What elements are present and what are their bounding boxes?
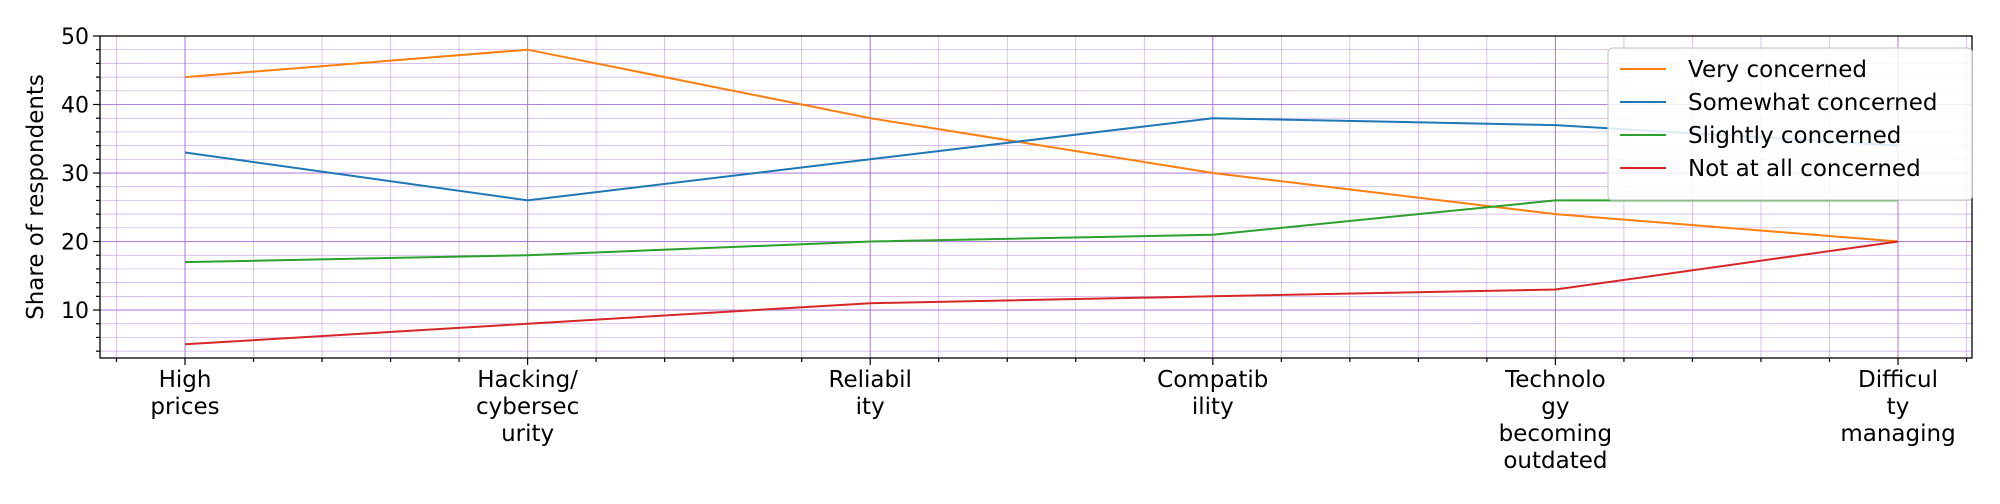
x-tick-label-line: cybersec xyxy=(476,394,579,420)
x-tick-label-line: Reliabil xyxy=(829,367,912,393)
axis-ticks xyxy=(93,35,1968,365)
x-tick-label: Compatib ility xyxy=(1157,367,1268,420)
x-tick-label-line: urity xyxy=(501,421,554,447)
x-tick-label: Hacking/cybersec urity xyxy=(476,367,579,447)
x-tick-label-line: Compatib xyxy=(1157,367,1268,393)
y-tick-label: 20 xyxy=(61,231,89,256)
x-tick-label-line: ility xyxy=(1192,394,1234,420)
legend-box xyxy=(1607,47,1973,201)
x-tick-label-line: outdated xyxy=(1503,448,1607,474)
y-axis-label: Share of respondents xyxy=(23,74,49,320)
x-tick-label-line: becoming xyxy=(1499,421,1612,447)
x-tick-label: Difficul ty managing xyxy=(1840,367,1955,447)
series-line-1 xyxy=(184,48,1899,243)
legend-label-3: Slightly concerned xyxy=(1688,123,1901,149)
legend-label-1: Very concerned xyxy=(1688,57,1867,83)
x-tick-label: High prices xyxy=(150,367,219,420)
y-tick-label: 40 xyxy=(61,94,89,119)
series-line-4 xyxy=(184,240,1899,346)
tick-labels: 10 20 30 40 50 High prices Hacking/cybersec urit… xyxy=(61,25,1956,474)
x-tick-label-line: Difficul xyxy=(1858,367,1938,393)
x-tick-label-line: Hacking/ xyxy=(477,367,578,393)
legend: Very concerned Somewhat concerned Slightly… xyxy=(1607,47,1973,201)
series-line-3 xyxy=(184,199,1898,264)
y-tick-label: 50 xyxy=(61,25,89,50)
x-tick-label-line: ty xyxy=(1887,394,1910,420)
x-tick-label: Reliabil ity xyxy=(829,367,912,420)
x-tick-label: Technolo gy becoming outdated xyxy=(1499,367,1612,474)
y-tick-label: 30 xyxy=(61,162,89,187)
legend-label-2: Somewhat concerned xyxy=(1688,90,1938,116)
x-tick-label-line: gy xyxy=(1541,394,1569,420)
x-tick-label-line: prices xyxy=(150,394,219,420)
x-tick-label-line: managing xyxy=(1840,421,1955,447)
x-tick-label-line: High xyxy=(159,367,212,393)
legend-label-4: Not at all concerned xyxy=(1688,156,1921,182)
x-tick-label-line: ity xyxy=(856,394,885,420)
y-tick-label: 10 xyxy=(61,299,89,324)
x-tick-label-line: Technolo xyxy=(1504,367,1606,393)
